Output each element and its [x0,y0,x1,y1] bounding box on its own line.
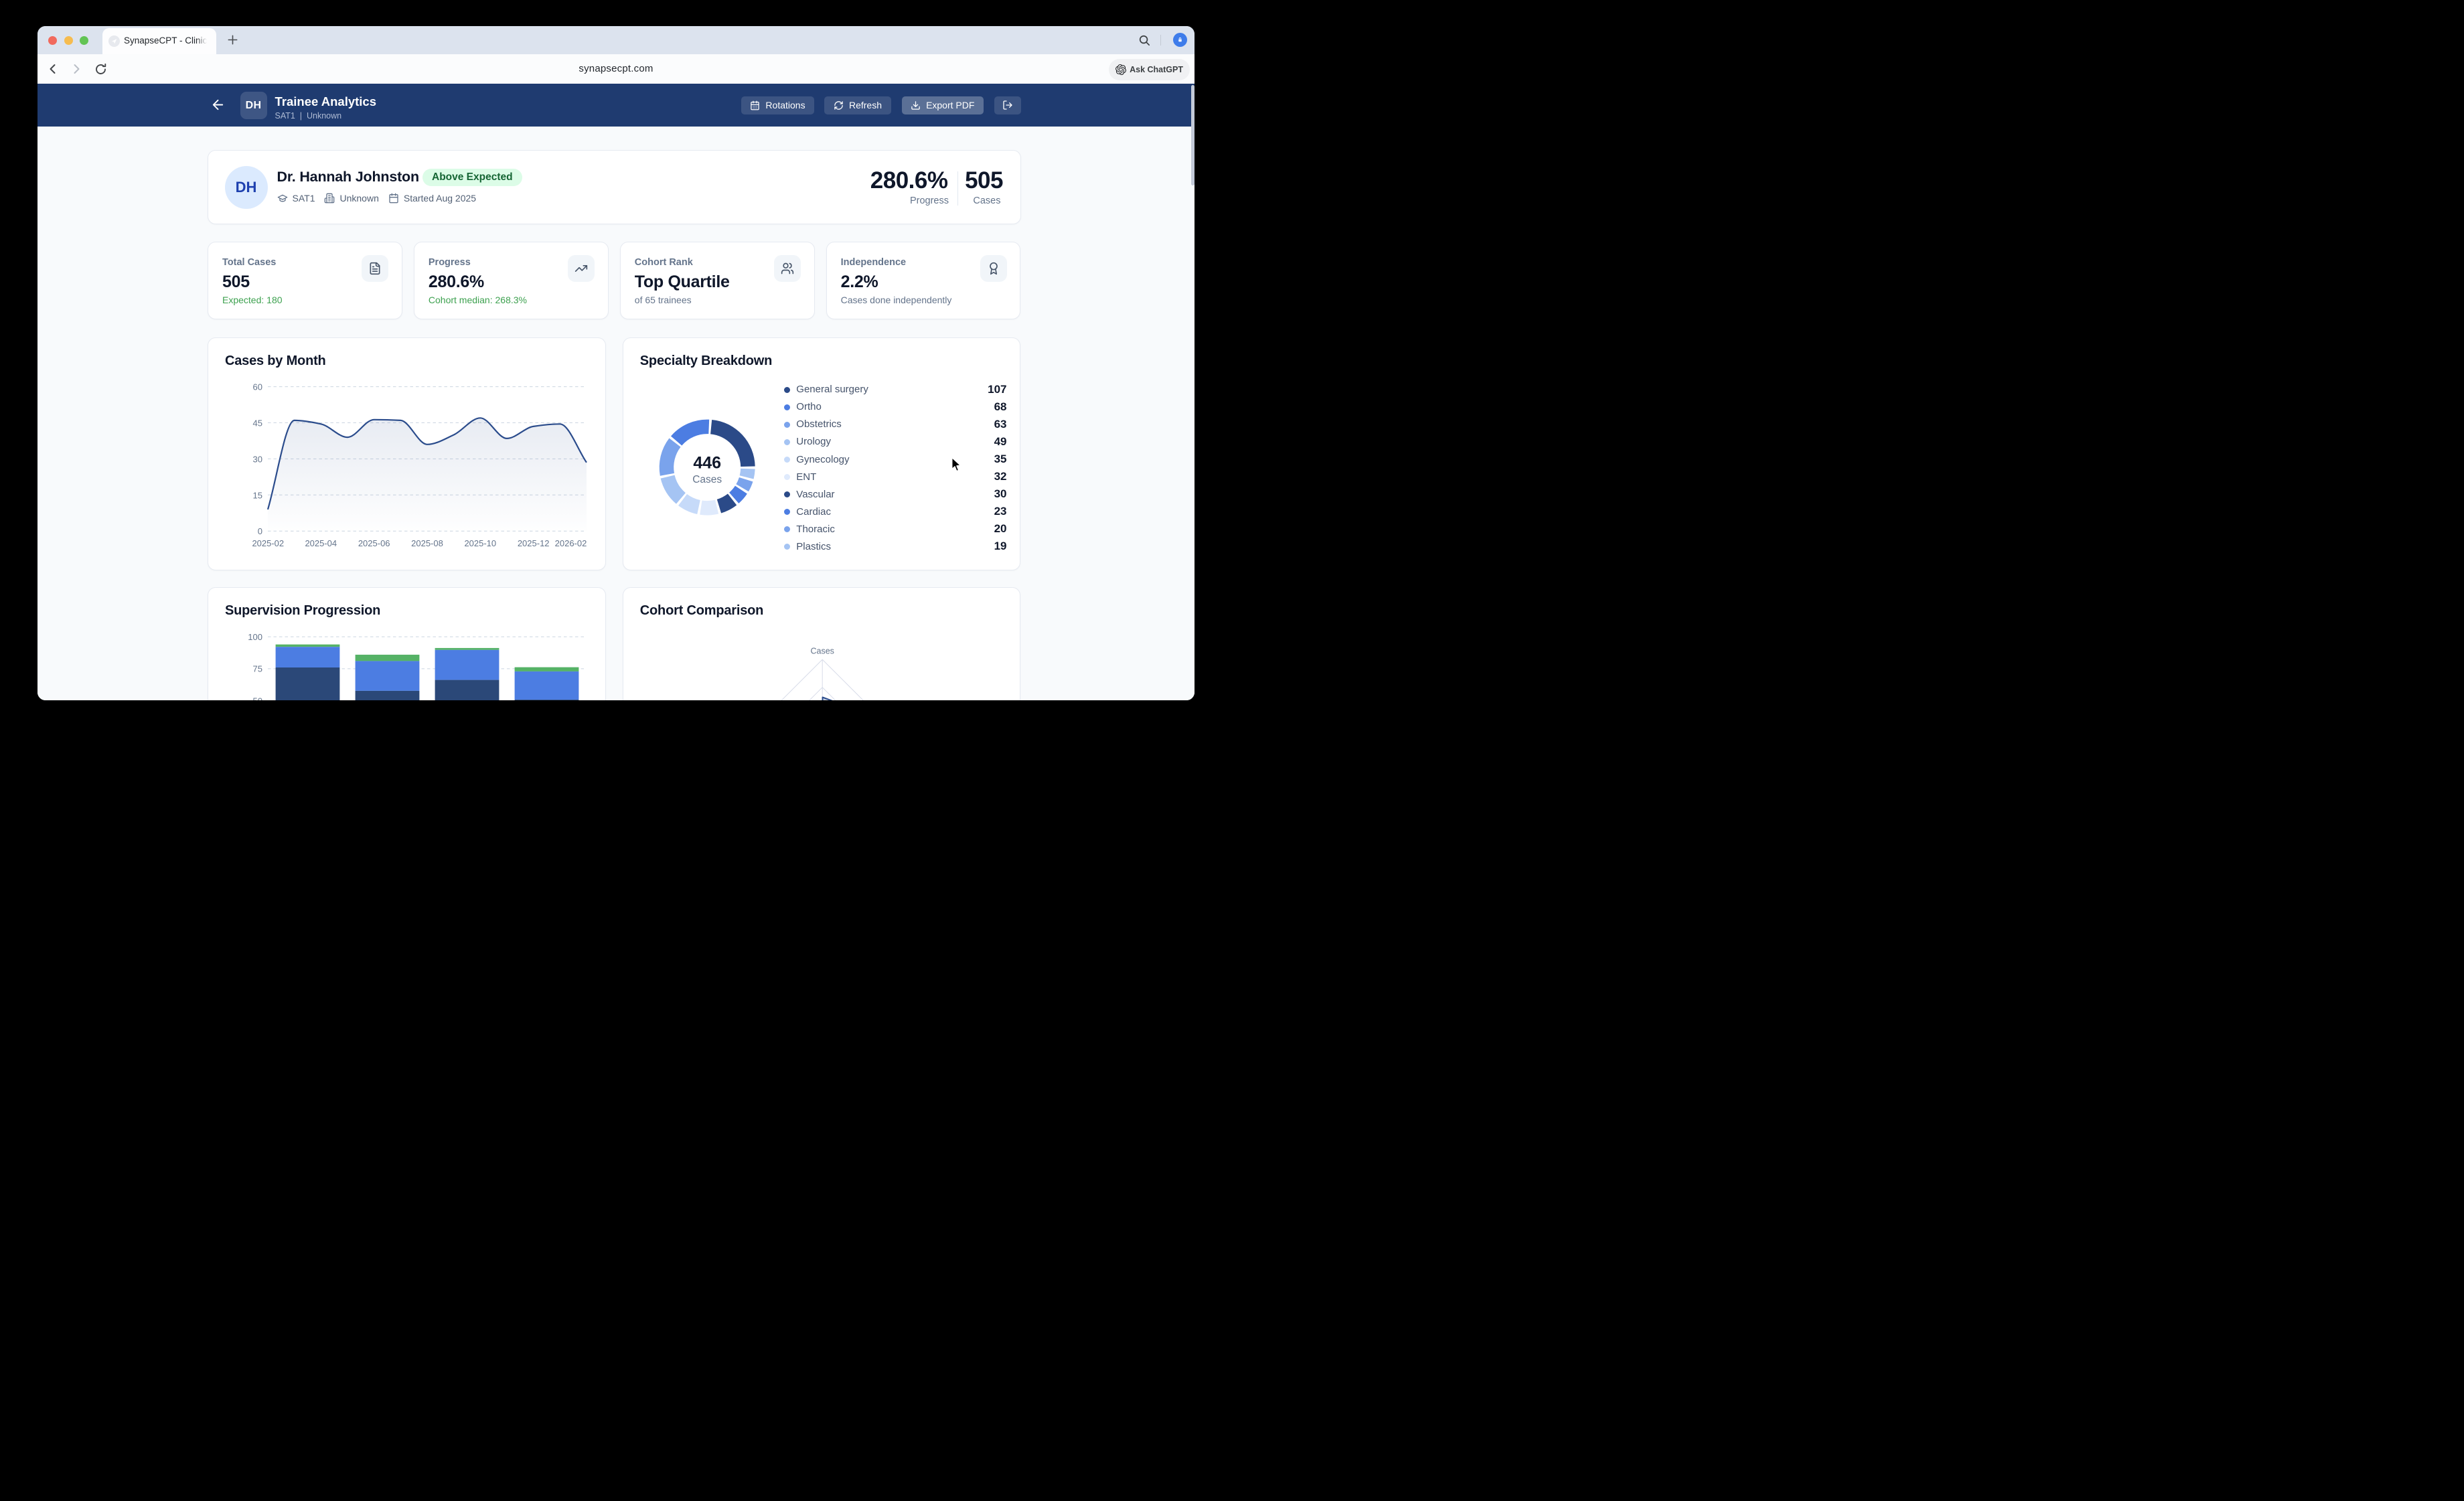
svg-text:75: 75 [253,664,262,674]
svg-text:Cases: Cases [810,647,834,656]
svg-text:Cases: Cases [692,474,722,485]
svg-text:2025-02: 2025-02 [252,538,284,548]
svg-text:446: 446 [693,453,721,472]
svg-text:45: 45 [253,418,262,428]
svg-text:2025-10: 2025-10 [464,538,496,548]
svg-text:15: 15 [253,490,262,500]
svg-text:100: 100 [248,632,262,642]
svg-text:2025-06: 2025-06 [358,538,390,548]
svg-text:0: 0 [258,526,262,536]
svg-text:60: 60 [253,382,262,392]
svg-text:2025-08: 2025-08 [411,538,443,548]
svg-text:50: 50 [253,696,262,700]
svg-text:30: 30 [253,454,262,464]
svg-text:2025-12: 2025-12 [518,538,550,548]
svg-text:2026-02: 2026-02 [555,538,587,548]
svg-text:2025-04: 2025-04 [305,538,337,548]
